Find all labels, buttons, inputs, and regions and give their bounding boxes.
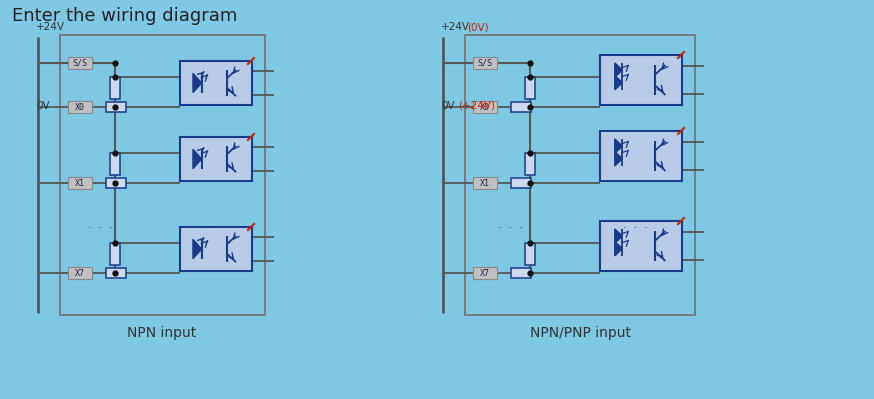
Polygon shape	[614, 229, 622, 243]
Bar	[68, 101, 92, 113]
Text: NPN/PNP input: NPN/PNP input	[530, 326, 630, 340]
Polygon shape	[614, 152, 622, 166]
Bar	[600, 55, 682, 105]
Text: X0: X0	[480, 103, 490, 111]
Polygon shape	[193, 73, 202, 93]
Text: X1: X1	[75, 178, 85, 188]
Bar	[106, 268, 126, 278]
Bar	[525, 243, 535, 265]
Bar	[465, 35, 695, 315]
Bar	[473, 267, 497, 279]
Text: (+24V): (+24V)	[458, 101, 495, 111]
Bar	[525, 153, 535, 175]
Text: X7: X7	[75, 269, 85, 277]
Bar	[60, 35, 265, 315]
Text: ·  ·  ·: · · ·	[87, 223, 113, 233]
Text: X1: X1	[480, 178, 490, 188]
Text: Enter the wiring diagram: Enter the wiring diagram	[12, 7, 238, 25]
Text: X0: X0	[75, 103, 85, 111]
Bar	[600, 221, 682, 271]
Bar	[511, 268, 531, 278]
Bar	[511, 102, 531, 112]
Polygon shape	[614, 63, 622, 77]
Text: (0V): (0V)	[467, 22, 489, 32]
Bar	[68, 177, 92, 189]
Polygon shape	[614, 241, 622, 256]
Text: ·  ·  ·: · · ·	[203, 223, 227, 233]
Text: 0V: 0V	[36, 101, 50, 111]
Bar	[600, 131, 682, 181]
Bar	[525, 77, 535, 99]
Bar	[473, 177, 497, 189]
Text: X7: X7	[480, 269, 490, 277]
Bar	[110, 153, 120, 175]
Bar	[110, 77, 120, 99]
Text: +24V: +24V	[441, 22, 470, 32]
Bar	[106, 178, 126, 188]
Bar	[473, 101, 497, 113]
Text: S/S: S/S	[73, 59, 87, 67]
Text: +24V: +24V	[36, 22, 65, 32]
Polygon shape	[193, 239, 202, 259]
Bar	[106, 102, 126, 112]
Bar	[511, 178, 531, 188]
Text: 0V: 0V	[441, 101, 454, 111]
Bar	[180, 61, 252, 105]
Bar	[68, 57, 92, 69]
Bar	[180, 137, 252, 181]
Text: ·  ·  ·: · · ·	[622, 223, 648, 233]
Polygon shape	[614, 75, 622, 90]
Polygon shape	[614, 139, 622, 153]
Bar	[180, 227, 252, 271]
Bar	[68, 267, 92, 279]
Text: S/S: S/S	[477, 59, 493, 67]
Bar	[473, 57, 497, 69]
Text: NPN input: NPN input	[128, 326, 197, 340]
Polygon shape	[193, 149, 202, 169]
Text: ·  ·  ·: · · ·	[497, 223, 523, 233]
Bar	[110, 243, 120, 265]
